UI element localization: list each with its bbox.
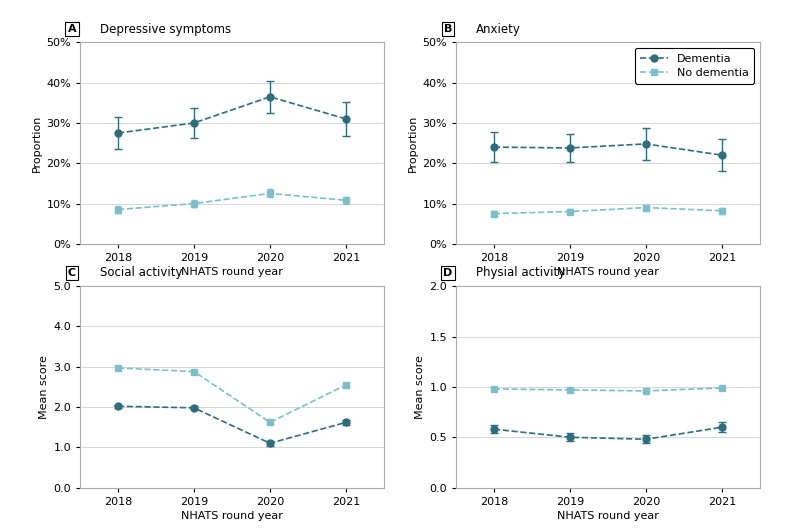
- Text: Physial activity: Physial activity: [476, 267, 566, 279]
- Text: Social activity: Social activity: [100, 267, 182, 279]
- X-axis label: NHATS round year: NHATS round year: [181, 267, 283, 277]
- X-axis label: NHATS round year: NHATS round year: [557, 511, 659, 521]
- Text: A: A: [68, 24, 76, 34]
- Y-axis label: Proportion: Proportion: [32, 114, 42, 172]
- X-axis label: NHATS round year: NHATS round year: [181, 511, 283, 521]
- Y-axis label: Mean score: Mean score: [415, 355, 425, 419]
- Text: Anxiety: Anxiety: [476, 23, 521, 36]
- Text: B: B: [444, 24, 452, 34]
- Text: D: D: [443, 268, 453, 278]
- Text: C: C: [68, 268, 76, 278]
- Legend: Dementia, No dementia: Dementia, No dementia: [634, 48, 754, 84]
- Y-axis label: Mean score: Mean score: [39, 355, 49, 419]
- Y-axis label: Proportion: Proportion: [408, 114, 418, 172]
- Text: Depressive symptoms: Depressive symptoms: [100, 23, 231, 36]
- X-axis label: NHATS round year: NHATS round year: [557, 267, 659, 277]
